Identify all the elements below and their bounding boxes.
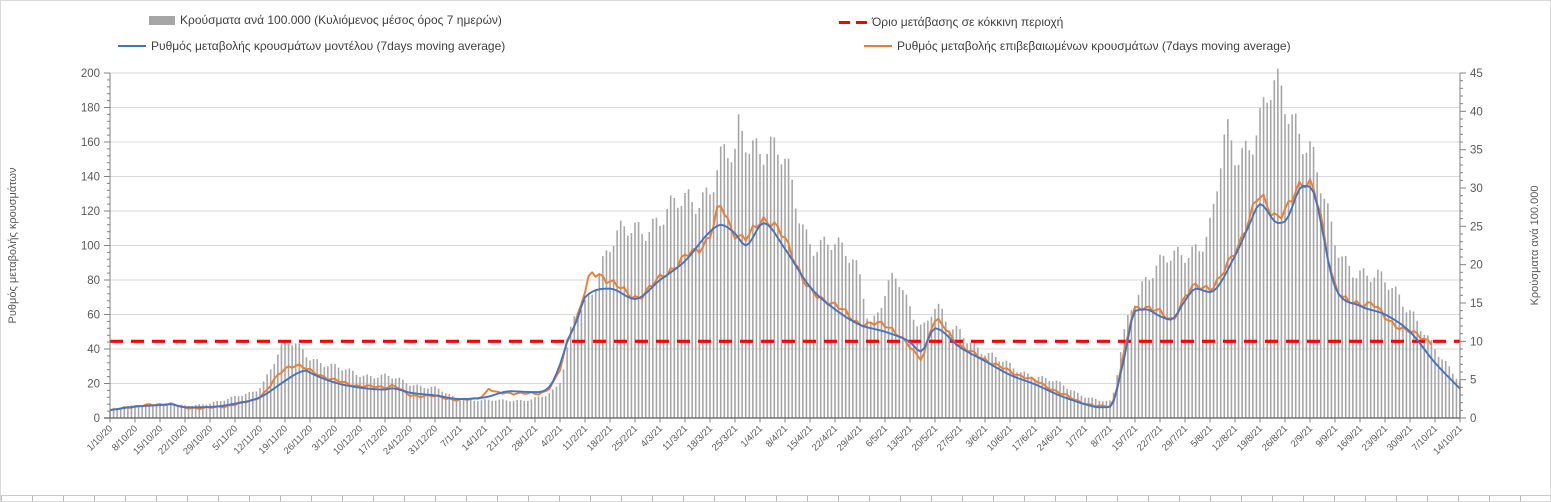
- model-rate-line: [109, 185, 1461, 412]
- svg-text:80: 80: [87, 275, 100, 287]
- svg-text:16/9/21: 16/9/21: [1335, 423, 1365, 453]
- svg-text:22/7/21: 22/7/21: [1135, 423, 1165, 453]
- svg-text:0: 0: [1470, 413, 1476, 425]
- right-axis: 0 5 10 15 20 25 30 35 40 45: [1459, 68, 1483, 425]
- svg-text:5: 5: [1470, 375, 1476, 387]
- svg-text:13/5/21: 13/5/21: [885, 423, 915, 453]
- svg-text:24/6/21: 24/6/21: [1035, 423, 1065, 453]
- svg-text:20/5/21: 20/5/21: [910, 423, 940, 453]
- svg-text:0: 0: [94, 413, 100, 425]
- blue-line-swatch-icon: [118, 45, 146, 47]
- cases-bars-series: [109, 68, 1461, 419]
- svg-text:200: 200: [81, 68, 100, 80]
- svg-text:10/6/21: 10/6/21: [985, 423, 1015, 453]
- svg-text:11/3/21: 11/3/21: [660, 423, 690, 453]
- svg-text:40: 40: [87, 344, 100, 356]
- left-axis-title: Ρυθμός μεταβολής κρουσμάτων: [7, 167, 19, 323]
- svg-text:19/8/21: 19/8/21: [1235, 423, 1265, 453]
- bar-swatch-icon: [149, 15, 175, 25]
- legend-item-confirmed-line: Ρυθμός μεταβολής επιβεβαιωμένων κρουσμάτ…: [864, 39, 1291, 53]
- svg-text:45: 45: [1470, 68, 1483, 80]
- legend-item-model-line: Ρυθμός μεταβολής κρουσμάτων μοντέλου (7d…: [118, 39, 505, 53]
- svg-text:15: 15: [1470, 298, 1483, 310]
- svg-text:40: 40: [1470, 106, 1483, 118]
- cropped-next-chart-edge: [1, 495, 1550, 501]
- legend-label: Ρυθμός μεταβολής επιβεβαιωμένων κρουσμάτ…: [897, 39, 1291, 53]
- legend-item-threshold: Όριο μετάβασης σε κόκκινη περιοχή: [839, 15, 1063, 29]
- svg-text:26/8/21: 26/8/21: [1260, 423, 1290, 453]
- svg-text:20: 20: [87, 379, 100, 391]
- svg-text:18/2/21: 18/2/21: [585, 423, 615, 453]
- svg-text:21/1/21: 21/1/21: [485, 423, 515, 453]
- svg-text:14/1/21: 14/1/21: [460, 423, 490, 453]
- svg-text:15/7/21: 15/7/21: [1110, 423, 1140, 453]
- svg-text:30/9/21: 30/9/21: [1385, 423, 1415, 453]
- svg-text:180: 180: [81, 103, 100, 115]
- svg-text:11/2/21: 11/2/21: [560, 423, 590, 453]
- dashed-line-swatch-icon: [839, 20, 867, 24]
- legend-label: Όριο μετάβασης σε κόκκινη περιοχή: [872, 15, 1064, 29]
- left-axis: 0 20 40 60 80 100 120 140 160 180 200: [81, 68, 111, 425]
- svg-text:10: 10: [1470, 336, 1483, 348]
- svg-text:29/7/21: 29/7/21: [1160, 423, 1190, 453]
- svg-text:25/2/21: 25/2/21: [610, 423, 640, 453]
- svg-text:35: 35: [1470, 145, 1483, 157]
- svg-text:18/3/21: 18/3/21: [685, 423, 715, 453]
- svg-text:23/9/21: 23/9/21: [1360, 423, 1390, 453]
- svg-text:1/4/21: 1/4/21: [739, 423, 765, 449]
- svg-text:140: 140: [81, 172, 100, 184]
- svg-text:12/8/21: 12/8/21: [1210, 423, 1240, 453]
- svg-text:160: 160: [81, 137, 100, 149]
- svg-text:2/9/21: 2/9/21: [1289, 423, 1315, 449]
- svg-text:17/6/21: 17/6/21: [1010, 423, 1040, 453]
- x-axis: 1/10/208/10/2015/10/2022/10/2029/10/205/…: [85, 417, 1465, 457]
- svg-text:15/4/21: 15/4/21: [785, 423, 815, 453]
- right-axis-title: Κρούσματα ανά 100.000: [1529, 186, 1541, 306]
- svg-text:60: 60: [87, 310, 100, 322]
- svg-text:25: 25: [1470, 221, 1483, 233]
- svg-text:22/4/21: 22/4/21: [810, 423, 840, 453]
- legend-item-cases-bars: Κρούσματα ανά 100.000 (Κυλιόμενος μέσος …: [149, 13, 502, 27]
- svg-text:100: 100: [81, 241, 100, 253]
- svg-text:28/1/21: 28/1/21: [510, 423, 540, 453]
- svg-text:120: 120: [81, 206, 100, 218]
- legend-label: Κρούσματα ανά 100.000 (Κυλιόμενος μέσος …: [180, 13, 502, 27]
- svg-text:30: 30: [1470, 183, 1483, 195]
- orange-line-swatch-icon: [864, 45, 892, 47]
- svg-text:1/7/21: 1/7/21: [1064, 423, 1090, 449]
- svg-text:27/5/21: 27/5/21: [935, 423, 965, 453]
- svg-text:25/3/21: 25/3/21: [710, 423, 740, 453]
- svg-text:20: 20: [1470, 260, 1483, 272]
- legend-label: Ρυθμός μεταβολής κρουσμάτων μοντέλου (7d…: [151, 39, 506, 53]
- svg-text:1/10/20: 1/10/20: [85, 423, 115, 453]
- svg-text:29/4/21: 29/4/21: [835, 423, 865, 453]
